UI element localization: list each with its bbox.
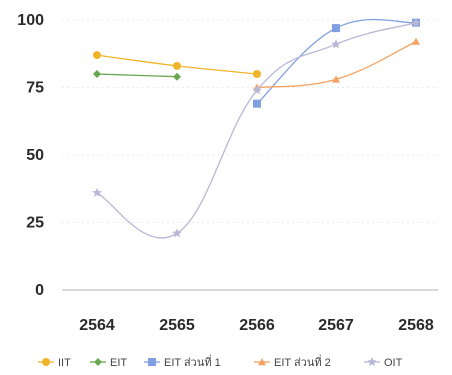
y-tick-label: 100: [17, 12, 44, 29]
x-tick-label: 2568: [398, 317, 434, 334]
legend-marker: [258, 358, 266, 366]
data-point: [332, 24, 340, 33]
x-tick-label: 2566: [239, 317, 275, 334]
data-point: [172, 228, 182, 238]
data-point: [411, 17, 421, 27]
legend-label: EIT ส่วนที่ 1: [164, 354, 221, 369]
y-tick-label: 75: [26, 80, 44, 97]
series-line: [256, 18, 417, 105]
series-line: [96, 73, 178, 78]
legend-label: EIT ส่วนที่ 2: [274, 354, 331, 369]
series-3: [253, 18, 420, 108]
data-point: [92, 187, 102, 197]
data-point: [93, 70, 101, 78]
data-point: [412, 37, 420, 45]
data-point: [253, 99, 261, 108]
x-tick-label: 2564: [79, 317, 115, 334]
gridlines: [62, 19, 438, 223]
data-point: [252, 85, 262, 95]
series-line: [96, 22, 417, 239]
series-5: [92, 17, 421, 239]
legend-item: IIT: [38, 357, 71, 369]
legend-item: EIT: [90, 357, 127, 369]
y-tick-labels: 0 25 50 75 100: [17, 12, 44, 299]
legend-item: EIT ส่วนที่ 2: [254, 354, 331, 369]
legend-label: EIT: [110, 357, 127, 369]
data-point: [173, 61, 181, 70]
data-point: [332, 75, 340, 83]
legend-item: EIT ส่วนที่ 1: [144, 354, 221, 369]
legend-label: OIT: [384, 357, 403, 369]
x-tick-label: 2567: [318, 317, 354, 334]
legend-item: OIT: [364, 357, 403, 369]
data-point: [93, 51, 101, 60]
legend-label: IIT: [58, 357, 71, 369]
y-tick-label: 25: [26, 215, 44, 232]
x-tick-labels: 2564 2565 2566 2567 2568: [79, 317, 434, 334]
series-1: [93, 51, 261, 78]
data-point: [331, 39, 341, 49]
legend-marker: [94, 358, 102, 366]
legend: IIT EIT EIT ส่วนที่ 1 EIT ส่วนที่ 2 OIT: [38, 354, 403, 369]
y-tick-label: 0: [35, 282, 44, 299]
series-lines: [92, 17, 421, 239]
legend-marker: [148, 358, 156, 366]
y-tick-label: 50: [26, 147, 44, 164]
data-point: [173, 72, 181, 81]
legend-marker: [367, 357, 377, 367]
legend-marker: [42, 358, 50, 366]
x-tick-label: 2565: [159, 317, 195, 334]
data-point: [253, 70, 261, 78]
series-2: [93, 70, 181, 81]
